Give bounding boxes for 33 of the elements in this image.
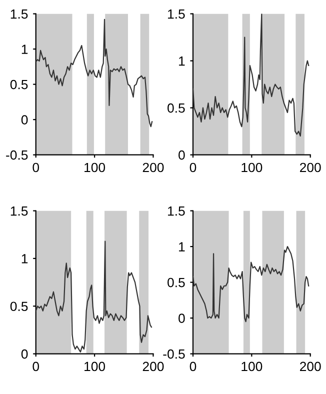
- x-tick-label: 0: [190, 162, 196, 172]
- y-tick-label: 0: [21, 349, 28, 359]
- y-tick-label: 0.5: [168, 278, 185, 288]
- x-tick-label: 200: [300, 362, 321, 372]
- y-tick-label: 0: [178, 150, 185, 160]
- line-series: [192, 14, 310, 137]
- y-tick-label: 1.5: [168, 9, 185, 19]
- x-tick-label: 100: [84, 162, 106, 172]
- y-tick-label: 1.5: [10, 9, 28, 19]
- x-tick-label: 0: [190, 362, 196, 372]
- line-series: [192, 246, 310, 322]
- y-tick-label: -0.5: [6, 150, 28, 160]
- y-tick-label: 0.5: [10, 80, 28, 90]
- x-tick-label: 100: [242, 362, 262, 372]
- y-tick-label: 0: [21, 115, 28, 124]
- x-tick-label: 100: [84, 362, 106, 372]
- line-series: [36, 18, 153, 128]
- x-tick-label: 200: [142, 162, 164, 172]
- x-tick-label: 0: [32, 362, 40, 372]
- y-tick-label: 0.5: [10, 302, 28, 312]
- x-tick-label: 0: [32, 162, 40, 172]
- y-tick-label: 1: [179, 56, 185, 66]
- y-tick-label: 0: [178, 314, 185, 323]
- y-tick-label: -0.5: [163, 349, 185, 359]
- x-tick-label: 200: [300, 162, 321, 172]
- y-tick-label: 1: [22, 44, 28, 54]
- y-tick-label: 1.5: [10, 206, 28, 216]
- x-tick-label: 100: [242, 162, 262, 172]
- x-tick-label: 200: [142, 362, 164, 372]
- y-tick-label: 1.5: [168, 206, 185, 216]
- y-tick-label: 0.5: [168, 103, 185, 113]
- y-tick-label: 1: [22, 254, 28, 264]
- y-tick-label: 1: [179, 242, 185, 252]
